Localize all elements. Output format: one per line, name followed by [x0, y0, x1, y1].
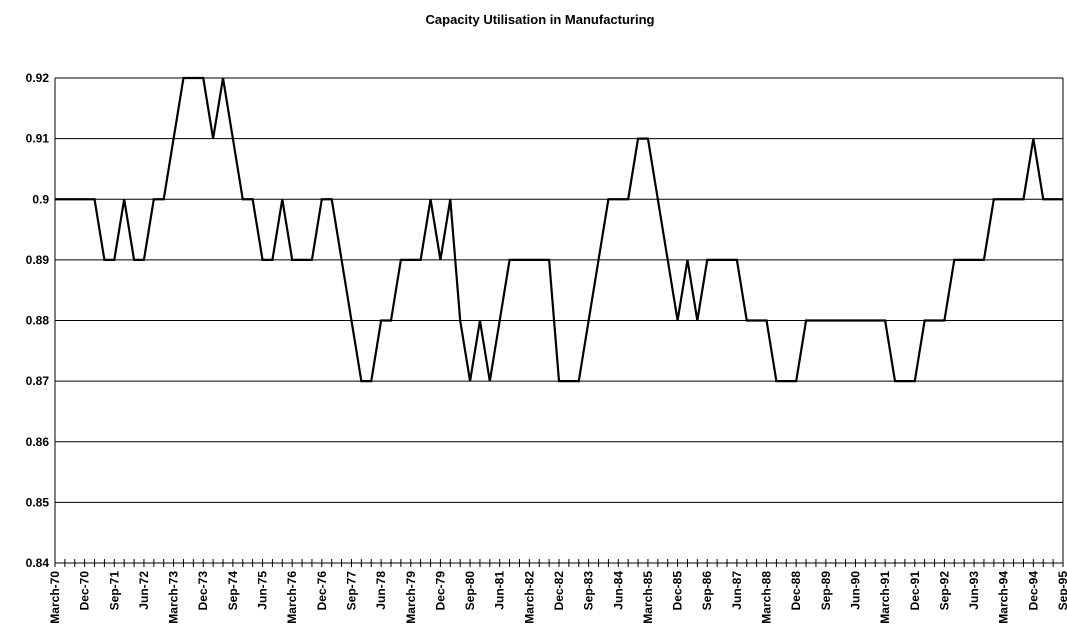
x-tick-label: Jun-84 — [611, 571, 625, 610]
x-tick-label: March-94 — [997, 571, 1011, 624]
x-tick-label: Jun-93 — [967, 571, 981, 610]
x-tick-label: Jun-72 — [137, 571, 151, 610]
x-tick-label: Dec-76 — [315, 571, 329, 611]
x-tick-label: March-85 — [641, 571, 655, 624]
x-tick-label: March-79 — [404, 571, 418, 624]
x-tick-label: Sep-86 — [700, 571, 714, 611]
x-tick-label: Sep-74 — [226, 571, 240, 611]
x-tick-label: Jun-90 — [848, 571, 862, 610]
y-tick-label: 0.84 — [26, 556, 50, 570]
y-tick-label: 0.85 — [26, 495, 50, 509]
x-tick-label: Sep-95 — [1056, 571, 1067, 611]
x-tick-label: Jun-78 — [374, 571, 388, 610]
x-tick-label: Sep-71 — [107, 571, 121, 611]
x-tick-label: Dec-91 — [908, 571, 922, 611]
x-tick-label: March-76 — [285, 571, 299, 624]
x-tick-label: Sep-80 — [463, 571, 477, 611]
chart-title: Capacity Utilisation in Manufacturing — [426, 12, 655, 27]
x-tick-label: Dec-94 — [1026, 571, 1040, 611]
x-tick-label: Dec-70 — [78, 571, 92, 611]
x-tick-label: March-88 — [760, 571, 774, 624]
x-tick-label: March-70 — [48, 571, 62, 624]
y-tick-label: 0.89 — [26, 253, 50, 267]
x-tick-label: Sep-77 — [344, 571, 358, 611]
x-tick-label: Jun-75 — [256, 571, 270, 610]
y-tick-label: 0.92 — [26, 71, 50, 85]
y-tick-label: 0.9 — [32, 192, 49, 206]
data-line — [55, 76, 1063, 383]
x-tick-label: Jun-87 — [730, 571, 744, 610]
x-tick-label: March-73 — [167, 571, 181, 624]
y-tick-label: 0.88 — [26, 314, 50, 328]
x-tick-label: March-82 — [522, 571, 536, 624]
x-tick-label: March-91 — [878, 571, 892, 624]
x-tick-label: Sep-83 — [582, 571, 596, 611]
x-tick-label: Dec-88 — [789, 571, 803, 611]
x-tick-label: Jun-81 — [493, 571, 507, 610]
x-tick-label: Dec-73 — [196, 571, 210, 611]
x-tick-label: Sep-92 — [937, 571, 951, 611]
y-tick-label: 0.87 — [26, 374, 50, 388]
x-tick-label: Dec-82 — [552, 571, 566, 611]
x-tick-label: Dec-85 — [671, 571, 685, 611]
y-tick-label: 0.91 — [26, 132, 50, 146]
x-tick-label: Dec-79 — [433, 571, 447, 611]
x-tick-label: Sep-89 — [819, 571, 833, 611]
y-tick-label: 0.86 — [26, 435, 50, 449]
